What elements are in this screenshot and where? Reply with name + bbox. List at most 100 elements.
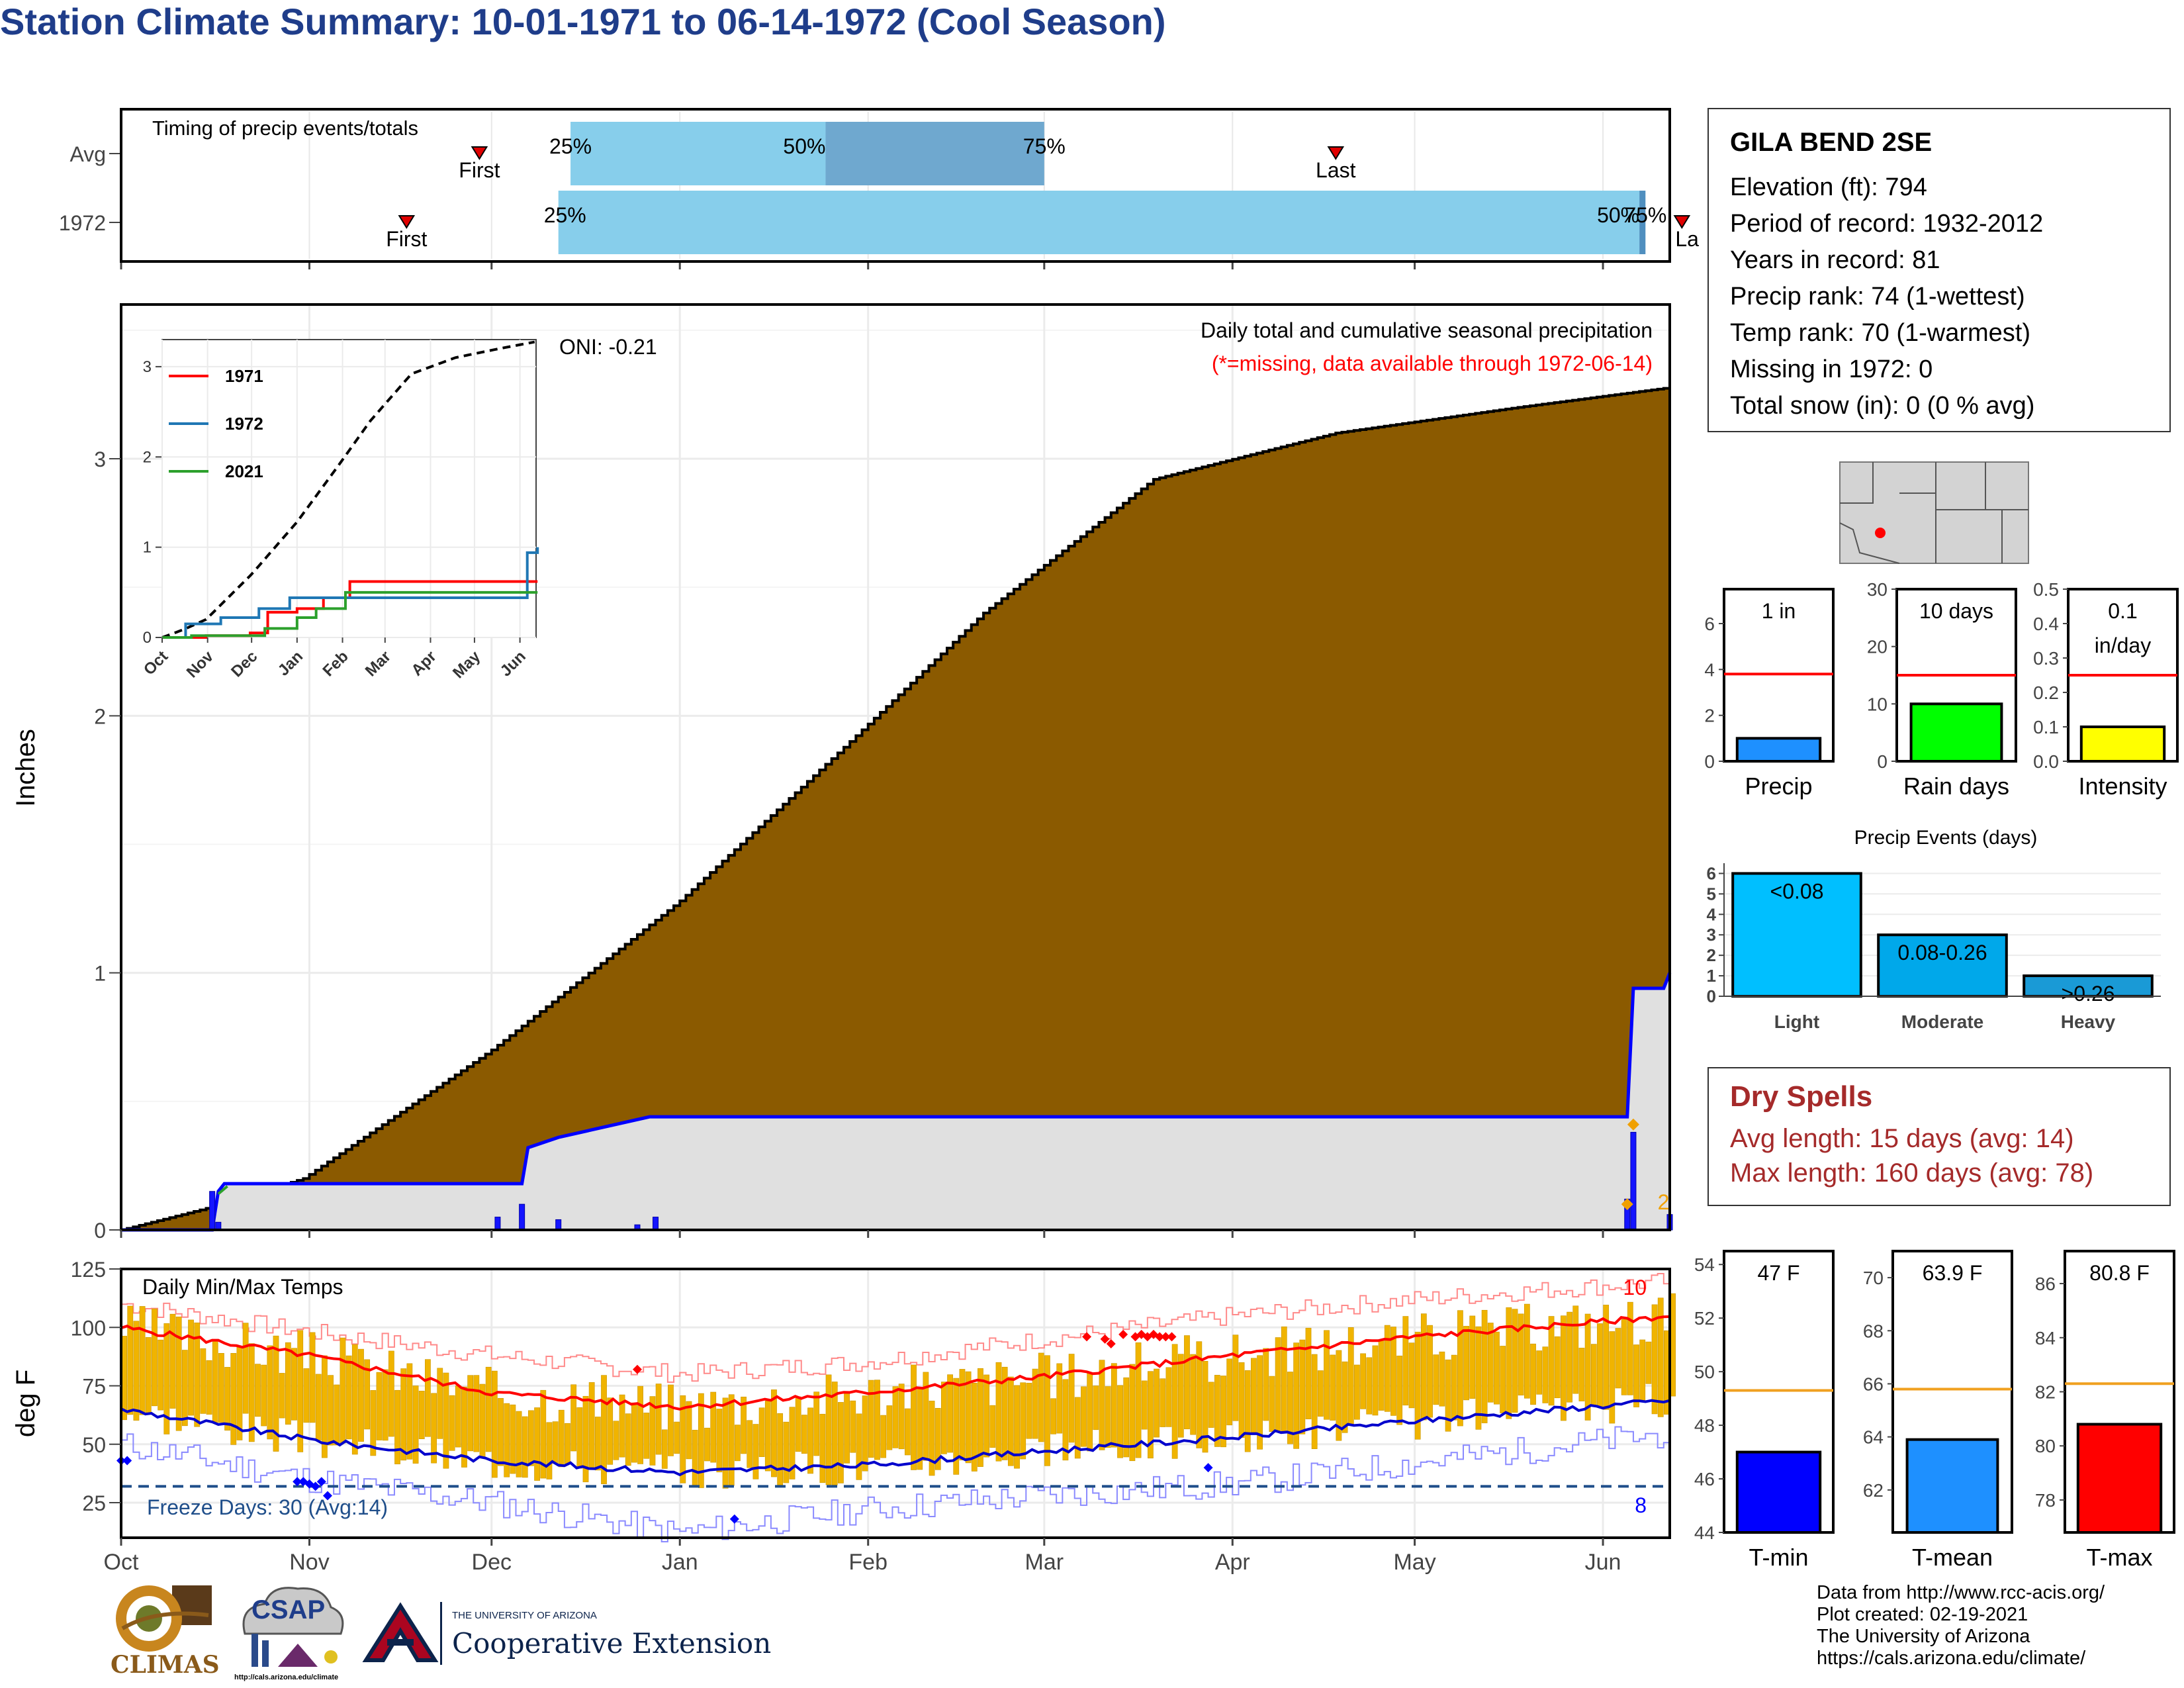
gauge-y-tick-label: 66	[1863, 1374, 1884, 1394]
daily-temp-bar	[382, 1369, 388, 1441]
temps-y-tick-label: 100	[71, 1316, 106, 1340]
daily-temp-bar	[1257, 1355, 1263, 1450]
gauge-category-label: Rain days	[1903, 773, 2009, 800]
temps-x-tick-label: Apr	[1215, 1550, 1250, 1575]
climas-logo-text: CLIMAS	[111, 1651, 220, 1679]
daily-temp-bar	[594, 1417, 601, 1471]
daily-temp-bar	[1226, 1358, 1233, 1426]
inset-y-tick-label: 1	[143, 539, 152, 557]
record-low-marker	[323, 1491, 332, 1501]
timing-pct-label: 50%	[783, 134, 825, 158]
events-panel-title: Precip Events (days)	[1854, 827, 2038, 849]
daily-temp-bar	[1305, 1327, 1312, 1419]
daily-temp-bar	[175, 1316, 182, 1431]
daily-temp-bar	[528, 1410, 534, 1466]
daily-temp-bar	[941, 1382, 947, 1454]
last-event-label: La	[1675, 227, 1699, 251]
daily-temp-bar	[1561, 1315, 1567, 1421]
daily-temp-bar	[158, 1339, 164, 1411]
events-bar	[2023, 974, 2154, 998]
gauge-y-tick-label: 0.1	[2033, 717, 2059, 737]
inset-series-line-1972	[162, 547, 539, 639]
daily-temp-bar	[1074, 1397, 1081, 1459]
daily-temp-bar	[394, 1389, 400, 1464]
daily-temp-bar	[1578, 1348, 1585, 1401]
events-bar	[1731, 872, 1862, 998]
daily-temp-bar	[491, 1370, 498, 1478]
daily-temp-bar	[710, 1391, 717, 1463]
daily-temp-bar	[418, 1391, 425, 1439]
daily-temp-bar	[747, 1420, 753, 1468]
daily-temp-bar	[680, 1395, 686, 1483]
gauge-value-bar	[2076, 1423, 2163, 1534]
daily-temp-bar	[1026, 1383, 1032, 1439]
timing-pct-label: 25%	[544, 203, 586, 227]
gauge-value-label-2: in/day	[2095, 633, 2151, 657]
daily-temp-bar	[1263, 1348, 1269, 1421]
gauge-y-tick-label: 46	[1694, 1469, 1715, 1489]
daily-temp-bar	[1171, 1344, 1178, 1459]
station-info-line: Temp rank: 70 (1-warmest)	[1730, 319, 2031, 347]
gauge-y-tick-label: 68	[1863, 1321, 1884, 1341]
daily-temp-bar	[1554, 1336, 1561, 1399]
record-min-line	[121, 1419, 1670, 1543]
gauge-value-label: 0.1	[2108, 599, 2137, 623]
daily-temp-bar	[1148, 1371, 1154, 1459]
gauge-y-tick-label: 78	[2035, 1490, 2056, 1511]
daily-temp-bar	[1001, 1366, 1008, 1460]
events-y-tick-label: 6	[1707, 863, 1716, 883]
temps-y-tick-label: 25	[82, 1491, 106, 1515]
daily-temp-bar	[1536, 1350, 1543, 1395]
temps-y-axis-label: deg F	[11, 1370, 40, 1437]
daily-temp-bar	[1427, 1325, 1433, 1418]
temps-x-tick-label: May	[1393, 1550, 1435, 1575]
gauge-tmean_gauge: 62 64 66 68 70 T-mean 63.9 F	[1863, 1250, 2013, 1571]
avg-max-line	[120, 1315, 1670, 1411]
daily-temp-bar	[692, 1430, 698, 1485]
events-y-tick-label: 1	[1707, 966, 1716, 986]
gauge-value-label: 63.9 F	[1923, 1261, 1983, 1285]
daily-temp-bar	[1567, 1311, 1572, 1403]
gauge-y-tick-label: 54	[1694, 1254, 1715, 1275]
first-event-marker	[471, 146, 488, 160]
precip-panel-border	[120, 303, 1671, 1231]
daily-temp-bar	[194, 1322, 201, 1427]
observed-cumulative-line	[121, 972, 1672, 1232]
daily-temp-bar	[163, 1323, 170, 1434]
daily-temp-bar	[1633, 1344, 1639, 1407]
record-high-count: 10	[1623, 1276, 1647, 1299]
daily-temp-bar	[449, 1395, 455, 1451]
daily-temp-bar	[1439, 1351, 1445, 1407]
daily-temp-bar	[983, 1374, 990, 1458]
gauge-y-tick-label: 0	[1704, 751, 1715, 772]
daily-temp-bar	[273, 1335, 279, 1452]
timing-row-label: Avg	[69, 142, 106, 166]
inset-y-tick-label: 3	[143, 358, 152, 376]
temps-panel-border	[120, 1268, 1671, 1539]
daily-temp-bar	[1627, 1301, 1633, 1395]
daily-temp-bar	[825, 1374, 832, 1485]
daily-temp-bar	[242, 1323, 249, 1414]
daily-temp-bar	[1396, 1355, 1403, 1425]
daily-temp-bar	[613, 1421, 619, 1460]
daily-temp-bar	[455, 1385, 461, 1448]
daily-temp-bar	[133, 1321, 140, 1421]
daily-temp-bar	[844, 1393, 850, 1464]
daily-temp-bar	[169, 1313, 176, 1409]
daily-temp-bar	[1081, 1386, 1087, 1447]
daily-temp-bar	[838, 1402, 844, 1483]
daily-temp-bar	[510, 1404, 516, 1474]
record-low-marker	[310, 1481, 320, 1491]
daily-temp-bar	[668, 1384, 674, 1456]
daily-temp-bar	[1542, 1346, 1549, 1403]
daily-temp-bar	[1244, 1370, 1251, 1452]
csap-logo: CSAP http://cals.arizona.edu/climate	[232, 1581, 351, 1683]
temps-x-tick-label: Dec	[472, 1550, 512, 1575]
daily-temp-bar	[267, 1345, 273, 1440]
daily-temp-bar	[741, 1396, 747, 1454]
record-low-marker	[122, 1456, 132, 1466]
daily-temp-bar	[364, 1359, 371, 1430]
daily-temp-bar	[777, 1413, 784, 1485]
heavy-event-marker	[1627, 1118, 1639, 1131]
daily-temp-bar	[1572, 1305, 1579, 1394]
